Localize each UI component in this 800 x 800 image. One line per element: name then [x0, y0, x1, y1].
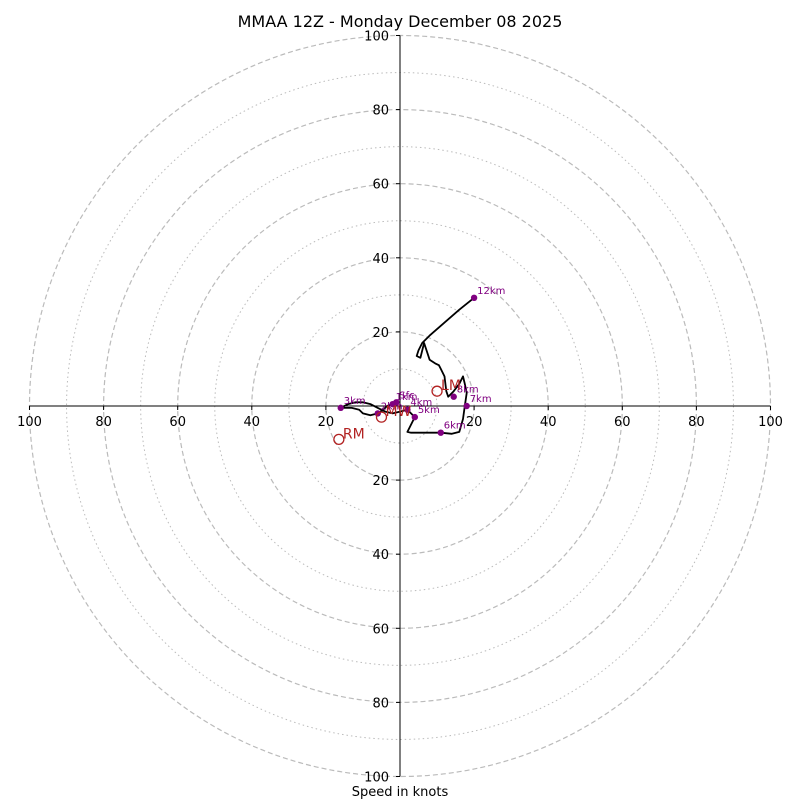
storm-motion-label-rm: RM [343, 426, 365, 442]
y-tick-label: 100 [364, 30, 389, 45]
x-tick-label: 20 [466, 415, 483, 430]
hodograph-line [339, 297, 475, 435]
storm-motion-label-lm: LM [441, 378, 461, 394]
tick-labels: 100 80 60 40 20 20 40 60 80 100 100 80 60 40 20 20 40 60 8… [17, 30, 783, 786]
x-tick-label: 40 [540, 415, 557, 430]
storm-motion-label-mw: MW [385, 404, 411, 420]
y-tick-label: 40 [372, 252, 389, 267]
height-marker-6km [437, 429, 444, 436]
height-label-3km: 3km [344, 396, 366, 407]
height-marker-4km [404, 406, 411, 413]
x-axis-label: Speed in knots [352, 785, 449, 800]
height-marker-3km [337, 404, 344, 412]
x-tick-label: 80 [688, 415, 705, 430]
x-tick-label: 20 [318, 415, 335, 430]
y-tick-label: 60 [372, 178, 389, 193]
x-tick-label: 80 [95, 415, 112, 430]
height-marker-7km [463, 402, 470, 410]
height-label-7km: 7km [470, 394, 492, 405]
storm-motion-marker-mw [375, 411, 388, 423]
y-tick-label: 60 [372, 622, 389, 637]
height-label-12km: 12km [477, 286, 505, 297]
axes [29, 35, 771, 777]
storm-motion-marker-lm [431, 385, 443, 397]
y-tick-label: 80 [372, 696, 389, 711]
height-marker-8km [450, 393, 457, 400]
y-tick-label: 40 [372, 548, 389, 563]
height-marker-12km [470, 294, 478, 302]
height-label-sfc: Sfc [399, 390, 414, 401]
storm-motion-marker-rm [333, 433, 345, 445]
x-tick-label: 40 [244, 415, 261, 430]
hodograph-trace [339, 297, 475, 435]
y-tick-label: 20 [372, 474, 389, 489]
y-tick-label: 80 [372, 104, 389, 119]
y-tick-label: 20 [372, 326, 389, 341]
height-marker-1km [389, 400, 396, 408]
y-tick-label: 100 [364, 771, 389, 786]
x-tick-label: 100 [17, 415, 42, 430]
height-label-4km: 4km [410, 398, 432, 409]
chart-title: MMAA 12Z - Monday December 08 2025 [238, 12, 563, 31]
height-label-8km: 8km [457, 385, 479, 396]
x-tick-label: 100 [758, 415, 783, 430]
height-label-1km: 1km [396, 392, 418, 403]
height-label-5km: 5km [418, 405, 440, 416]
storm-motion-markers: LM RM MW [333, 378, 461, 445]
height-label-2km: 2km [381, 401, 403, 412]
x-tick-label: 60 [169, 415, 186, 430]
height-marker-5km [411, 413, 419, 421]
height-label-6km: 6km [444, 421, 466, 432]
x-tick-label: 60 [614, 415, 631, 430]
